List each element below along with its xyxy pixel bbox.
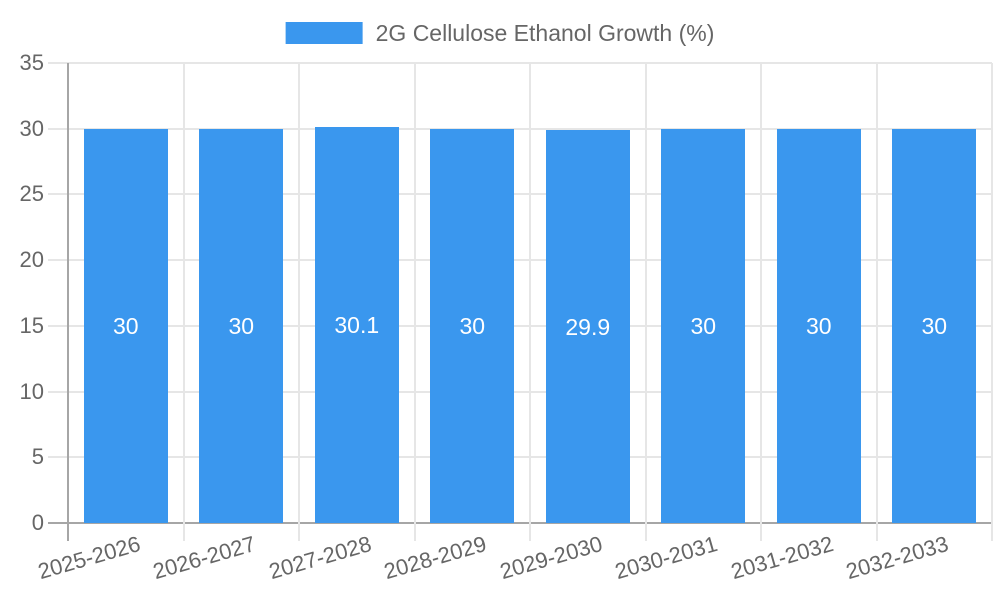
gridline-horizontal xyxy=(48,456,992,459)
x-tick-label: 2030-2031 xyxy=(612,531,721,585)
y-tick-label: 10 xyxy=(19,378,44,404)
legend-swatch xyxy=(285,22,363,44)
gridline-vertical xyxy=(875,63,878,541)
bar-value-label: 30 xyxy=(690,312,717,339)
x-tick-label: 2026-2027 xyxy=(150,531,259,585)
gridline-vertical xyxy=(644,63,647,541)
legend-label: 2G Cellulose Ethanol Growth (%) xyxy=(375,20,715,46)
bar[interactable]: 30 xyxy=(199,128,284,523)
x-tick-label: 2028-2029 xyxy=(381,531,490,585)
bar-value-label: 29.9 xyxy=(565,313,611,340)
bar-value-label: 30 xyxy=(805,312,832,339)
bar[interactable]: 30.1 xyxy=(314,127,399,523)
gridline-vertical xyxy=(298,63,300,541)
legend-item[interactable]: 2G Cellulose Ethanol Growth (%) xyxy=(285,20,715,46)
gridline-horizontal xyxy=(48,127,992,130)
gridline-horizontal xyxy=(48,193,992,196)
gridline-vertical xyxy=(991,63,993,541)
y-tick-label: 15 xyxy=(19,312,44,338)
gridline-vertical xyxy=(760,63,762,541)
bar-value-label: 30 xyxy=(459,312,486,339)
bar[interactable]: 30 xyxy=(430,128,515,523)
x-tick-label: 2031-2032 xyxy=(727,531,836,585)
gridline-horizontal xyxy=(48,390,992,393)
gridline-vertical xyxy=(413,63,416,541)
y-axis-line xyxy=(67,63,69,541)
x-axis-line xyxy=(48,522,992,524)
legend: 2G Cellulose Ethanol Growth (%) xyxy=(285,20,715,46)
bar[interactable]: 29.9 xyxy=(545,130,630,523)
gridline-vertical xyxy=(529,63,531,541)
y-tick-label: 20 xyxy=(19,247,44,273)
x-tick-label: 2025-2026 xyxy=(34,531,143,585)
gridline-horizontal xyxy=(48,259,992,262)
x-tick-label: 2027-2028 xyxy=(265,531,374,585)
x-tick-label: 2032-2033 xyxy=(843,531,952,585)
bar-value-label: 30 xyxy=(112,312,139,339)
bar-value-label: 30 xyxy=(921,312,948,339)
bar-value-label: 30.1 xyxy=(334,312,380,339)
gridline-horizontal xyxy=(48,62,992,64)
bar-value-label: 30 xyxy=(228,312,255,339)
y-tick-label: 30 xyxy=(19,115,44,141)
y-tick-label: 25 xyxy=(19,181,44,207)
gridline-vertical xyxy=(182,63,185,541)
bar[interactable]: 30 xyxy=(83,128,168,523)
bar[interactable]: 30 xyxy=(661,128,746,523)
x-tick-label: 2029-2030 xyxy=(496,531,605,585)
gridline-horizontal xyxy=(48,324,992,327)
y-tick-label: 0 xyxy=(31,510,44,535)
bar[interactable]: 30 xyxy=(776,128,861,523)
bar[interactable]: 30 xyxy=(892,128,977,523)
y-tick-label: 35 xyxy=(19,50,44,75)
y-tick-label: 5 xyxy=(31,444,44,470)
